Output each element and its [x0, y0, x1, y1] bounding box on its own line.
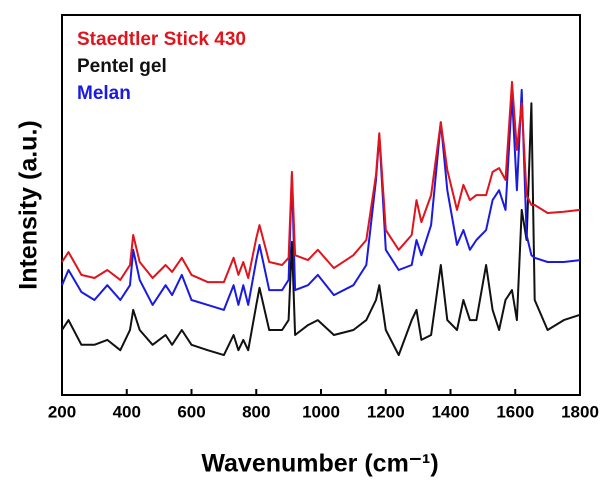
x-tick-label: 800 [242, 402, 270, 421]
x-tick-label: 400 [113, 402, 141, 421]
x-tick-label: 600 [177, 402, 205, 421]
x-tick-label: 1200 [367, 402, 405, 421]
legend-entry: Melan [77, 83, 131, 104]
spectrum-line [61, 88, 581, 311]
x-tick-label: 1800 [561, 402, 599, 421]
x-tick-label: 1600 [496, 402, 534, 421]
spectrum-line [61, 80, 581, 284]
legend-entry: Staedtler Stick 430 [77, 29, 246, 50]
y-axis-label: Intensity (a.u.) [15, 120, 43, 289]
x-tick-label: 1400 [432, 402, 470, 421]
spectrum-line [61, 102, 581, 357]
legend-entry: Pentel gel [77, 56, 167, 77]
x-tick-label: 200 [48, 402, 76, 421]
x-axis-label: Wavenumber (cm⁻¹) [201, 450, 438, 478]
x-tick-label: 1000 [302, 402, 340, 421]
